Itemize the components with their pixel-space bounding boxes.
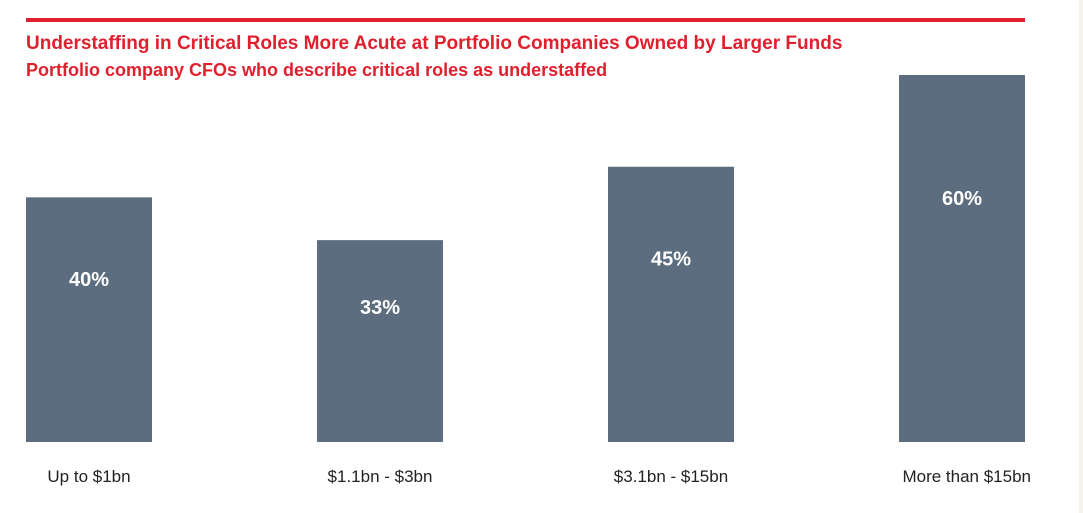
bar-3 (608, 166, 734, 442)
page-edge (1079, 0, 1083, 513)
bar-2 (317, 240, 443, 442)
bar-1 (26, 197, 152, 442)
category-label-2: $1.1bn - $3bn (328, 467, 433, 486)
bar-4 (899, 75, 1025, 442)
category-label-3: $3.1bn - $15bn (614, 467, 728, 486)
bar-value-label-3: 45% (651, 249, 691, 271)
chart-title: Understaffing in Critical Roles More Acu… (26, 33, 843, 54)
bar-value-label-4: 60% (942, 188, 982, 210)
category-label-1: Up to $1bn (47, 467, 130, 486)
title-rule (26, 18, 1025, 22)
chart-subtitle: Portfolio company CFOs who describe crit… (26, 60, 608, 80)
bar-value-label-1: 40% (69, 269, 109, 291)
category-label-4: More than $15bn (902, 467, 1031, 486)
bar-value-label-2: 33% (360, 297, 400, 319)
